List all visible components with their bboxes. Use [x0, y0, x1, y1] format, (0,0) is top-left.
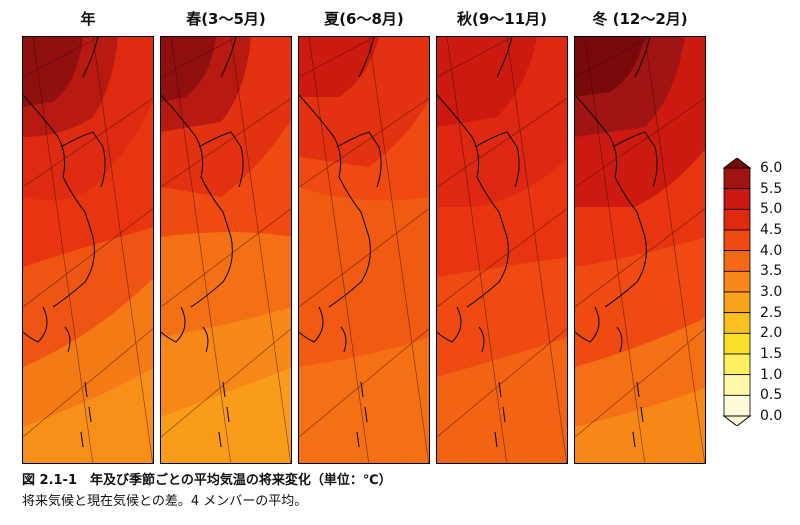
colorbar-tick-label: 3.5: [760, 263, 783, 280]
map-summer: [298, 36, 430, 464]
map-spring: [160, 36, 292, 464]
colorbar-tick-label: 0.5: [760, 387, 783, 404]
panel-title-annual: 年: [80, 10, 96, 28]
colorbar-tick-label: 4.5: [760, 222, 783, 238]
panel-title-autumn: 秋(9～11月): [456, 10, 548, 28]
colorbar-tick-label: 3.0: [760, 284, 783, 300]
colorbar-segment: [723, 167, 751, 190]
figure-note: 将来気候と現在気候との差。4 メンバーの平均。: [22, 494, 308, 509]
colorbar-segment: [723, 270, 751, 293]
colorbar-segment: [723, 374, 751, 396]
colorbar-segment: [723, 312, 751, 334]
colorbar-segment: [723, 250, 751, 272]
colorbar-segment: [723, 229, 751, 252]
colorbar-segment: [723, 394, 751, 417]
colorbar-tick-label: 1.0: [760, 366, 783, 383]
map-winter: [574, 36, 706, 464]
colorbar-tick-label: 5.5: [760, 180, 783, 197]
figure-caption: 図 2.1-1 年及び季節ごとの平均気温の将来変化（単位：℃）: [22, 473, 392, 488]
map-annual: [22, 36, 154, 464]
colorbar-segment: [723, 188, 751, 210]
map-autumn: [436, 36, 568, 464]
colorbar-segment: [723, 291, 751, 314]
colorbar-tick-label: 5.0: [760, 201, 783, 218]
colorbar-segment: [723, 208, 751, 231]
panel-title-summer: 夏(6～8月): [324, 10, 404, 28]
colorbar-extend-bottom: [722, 415, 752, 426]
colorbar-segment: [723, 332, 751, 355]
colorbar-extend-top: [722, 158, 752, 169]
colorbar-tick-label: 1.5: [760, 346, 783, 362]
colorbar-tick-label: 2.5: [760, 304, 783, 321]
colorbar-tick-label: 4.0: [760, 242, 783, 259]
panel-title-winter: 冬 (12～2月): [592, 10, 688, 28]
colorbar: [722, 158, 752, 426]
colorbar-tick-label: 0.0: [760, 408, 783, 424]
colorbar-tick-label: 6.0: [760, 160, 783, 176]
panel-title-spring: 春(3～5月): [186, 10, 266, 28]
colorbar-tick-label: 2.0: [760, 325, 783, 342]
colorbar-segment: [723, 353, 751, 376]
